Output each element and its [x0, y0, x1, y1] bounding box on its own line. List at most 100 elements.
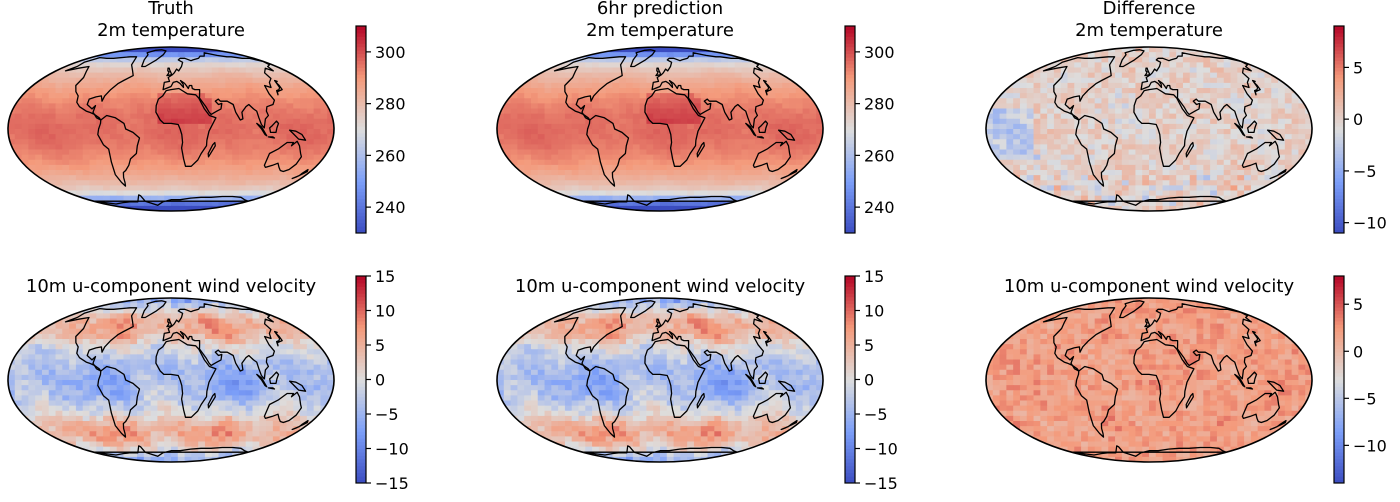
heatmap-cell	[109, 77, 118, 84]
heatmap-cell	[1033, 82, 1041, 89]
heatmap-cell	[1169, 113, 1177, 120]
heatmap-cell	[320, 190, 328, 197]
heatmap-cell	[1033, 205, 1041, 211]
heatmap-cell	[734, 149, 743, 156]
heatmap-cell	[537, 72, 546, 79]
heatmap-cell	[761, 195, 770, 202]
heatmap-cell	[225, 134, 233, 140]
heatmap-cell	[1108, 72, 1116, 79]
heatmap-cell	[35, 180, 43, 186]
heatmap-cell	[1244, 118, 1252, 125]
heatmap-cell	[238, 149, 247, 156]
heatmap-cell	[680, 154, 688, 161]
heatmap-cell	[1067, 113, 1075, 120]
heatmap-cell	[605, 170, 614, 176]
heatmap-cell	[1230, 82, 1238, 89]
heatmap-cell	[116, 52, 125, 58]
heatmap-cell	[646, 52, 654, 58]
heatmap-cell	[103, 149, 111, 156]
heatmap-cell	[524, 205, 532, 211]
heatmap-cell	[164, 170, 172, 176]
heatmap-cell	[1074, 139, 1082, 145]
heatmap-cell	[96, 77, 104, 84]
heatmap-cell	[1196, 67, 1204, 74]
heatmap-cell	[782, 93, 790, 99]
heatmap-cell	[21, 57, 29, 63]
heatmap-cell	[660, 170, 668, 176]
heatmap-cell	[123, 88, 131, 94]
heatmap-cell	[1169, 185, 1177, 192]
heatmap-cell	[999, 113, 1007, 120]
heatmap-cell	[191, 67, 199, 74]
colorbar-segment	[356, 74, 366, 79]
heatmap-cell	[266, 175, 274, 181]
heatmap-cell	[327, 62, 334, 69]
colorbar-segment	[356, 129, 366, 134]
heatmap-cell	[619, 113, 627, 120]
heatmap-cell	[123, 129, 131, 135]
heatmap-cell	[1230, 185, 1238, 192]
heatmap-cell	[266, 52, 274, 58]
heatmap-cell	[28, 149, 36, 156]
heatmap-cell	[734, 123, 743, 130]
heatmap-cell	[598, 93, 607, 99]
heatmap-cell	[497, 93, 505, 99]
heatmap-cell	[272, 82, 281, 89]
heatmap-cell	[1176, 108, 1184, 115]
heatmap-cell	[571, 170, 580, 176]
heatmap-cell	[598, 195, 607, 202]
heatmap-cell	[313, 57, 322, 63]
heatmap-cell	[605, 159, 614, 166]
heatmap-cell	[1169, 93, 1177, 99]
heatmap-cell	[286, 170, 294, 176]
heatmap-cell	[789, 72, 797, 79]
heatmap-cell	[41, 205, 50, 211]
heatmap-cell	[55, 134, 63, 140]
heatmap-cell	[795, 62, 804, 69]
heatmap-cell	[673, 103, 681, 110]
heatmap-cell	[517, 144, 525, 151]
heatmap-cell	[69, 175, 77, 181]
heatmap-cell	[300, 200, 308, 207]
heatmap-cell	[999, 190, 1007, 197]
heatmap-cell	[605, 139, 614, 145]
heatmap-cell	[632, 67, 641, 74]
heatmap-cell	[69, 195, 77, 202]
heatmap-cell	[103, 164, 111, 171]
heatmap-cell	[503, 185, 512, 192]
heatmap-cell	[666, 205, 675, 211]
heatmap-cell	[96, 308, 104, 314]
heatmap-cell	[35, 123, 43, 130]
heatmap-cell	[1196, 82, 1204, 89]
heatmap-cell	[1013, 72, 1021, 79]
heatmap-cell	[232, 139, 240, 145]
heatmap-cell	[116, 57, 125, 63]
heatmap-cell	[109, 57, 118, 63]
heatmap-cell	[1013, 118, 1021, 125]
heatmap-cell	[795, 67, 804, 74]
heatmap-cell	[320, 129, 328, 135]
heatmap-cell	[1284, 159, 1293, 166]
heatmap-cell	[1128, 154, 1137, 161]
heatmap-cell	[116, 180, 125, 186]
heatmap-cell	[177, 52, 186, 58]
heatmap-cell	[755, 72, 763, 79]
heatmap-cell	[41, 47, 50, 53]
heatmap-cell	[109, 180, 118, 186]
heatmap-cell	[673, 98, 681, 104]
heatmap-cell	[639, 170, 648, 176]
heatmap-cell	[109, 52, 118, 58]
heatmap-cell	[1013, 134, 1021, 140]
heatmap-cell	[1067, 123, 1075, 130]
colorbar-segment	[356, 208, 366, 213]
heatmap-cell	[21, 113, 29, 120]
heatmap-cell	[1013, 108, 1021, 115]
heatmap-cell	[150, 190, 159, 197]
heatmap-cell	[279, 303, 288, 309]
heatmap-cell	[41, 144, 50, 151]
heatmap-cell	[164, 154, 172, 161]
heatmap-cell	[510, 47, 518, 53]
heatmap-cell	[619, 52, 627, 58]
heatmap-cell	[96, 164, 104, 171]
heatmap-cell	[252, 113, 260, 120]
